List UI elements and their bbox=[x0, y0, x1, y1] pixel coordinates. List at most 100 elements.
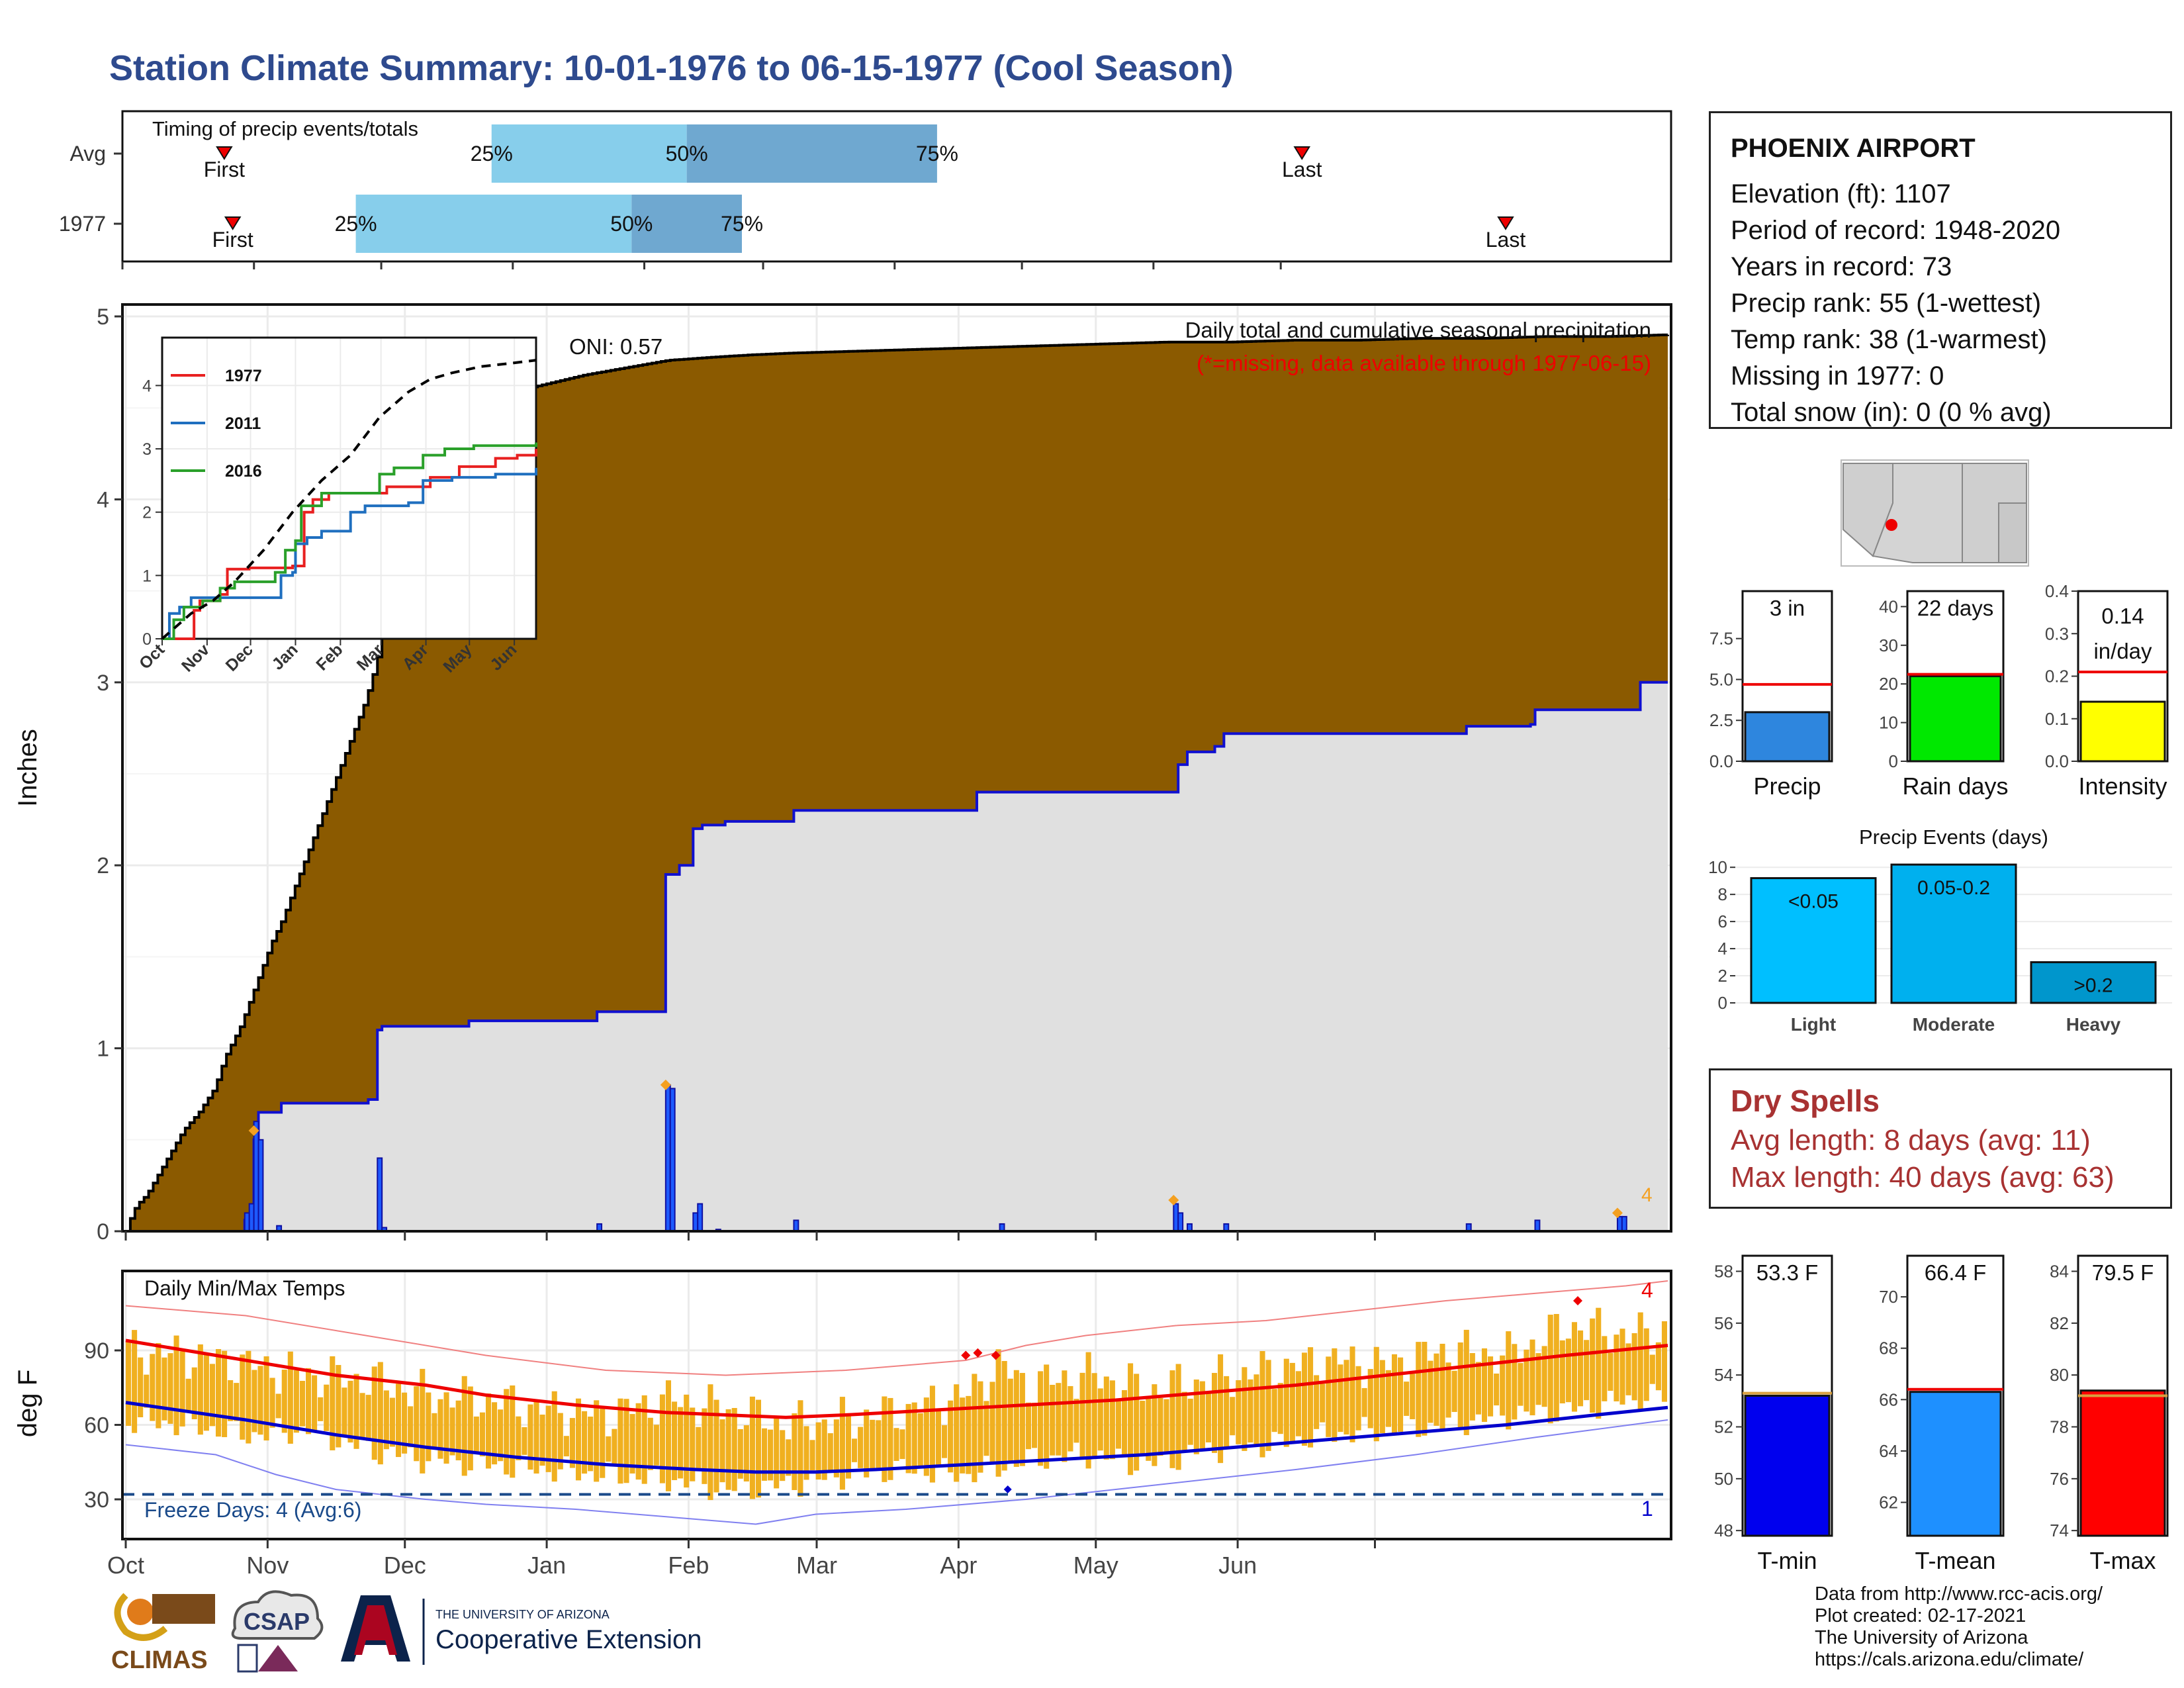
daily-temp-bar bbox=[641, 1395, 647, 1484]
precip-events-panel: 0 2 4 6 8 10 Precip Events (days) <0.05 Light 0.0… bbox=[1708, 825, 2172, 1035]
temp-y-axis-label: deg F bbox=[13, 1370, 42, 1437]
inset-series-line-2016 bbox=[162, 442, 537, 640]
daily-temp-bar bbox=[318, 1397, 324, 1421]
tmin-value-label: 53.3 F bbox=[1756, 1260, 1819, 1285]
daily-temp-bar bbox=[954, 1384, 960, 1482]
events-bar-label: 0.05-0.2 bbox=[1917, 877, 1990, 899]
daily-temp-bar bbox=[882, 1396, 887, 1482]
station-name: PHOENIX AIRPORT bbox=[1731, 134, 1976, 163]
record-cold-count: 1 bbox=[1641, 1497, 1653, 1521]
daily-temp-bar bbox=[731, 1408, 737, 1491]
daily-temp-bar bbox=[1019, 1373, 1025, 1466]
daily-temp-bar bbox=[1559, 1340, 1565, 1404]
daily-temp-bar bbox=[1535, 1353, 1541, 1405]
daily-temp-bar bbox=[269, 1378, 275, 1428]
daily-temp-bar bbox=[827, 1433, 833, 1471]
daily-temp-bar bbox=[492, 1402, 498, 1465]
daily-temp-bar bbox=[684, 1394, 690, 1488]
map-texas bbox=[1998, 502, 2027, 563]
daily-temp-bar bbox=[1457, 1342, 1463, 1429]
daily-temp-bar bbox=[353, 1374, 359, 1449]
avg-min-line bbox=[125, 1401, 1668, 1474]
credits: Data from http://www.rcc-acis.org/ Plot … bbox=[1815, 1583, 2103, 1671]
daily-temp-bar bbox=[725, 1409, 731, 1490]
timing-title: Timing of precip events/totals bbox=[152, 117, 418, 140]
daily-temp-bar bbox=[1175, 1364, 1181, 1470]
daily-temp-bar bbox=[1140, 1401, 1146, 1457]
daily-temp-bar bbox=[299, 1380, 305, 1427]
climas-logo-text: CLIMAS bbox=[111, 1646, 208, 1674]
intensity-y-tick-label: 0.1 bbox=[2045, 709, 2069, 729]
observed-cumulative-area bbox=[126, 682, 1668, 1231]
intensity-bar bbox=[2079, 700, 2166, 763]
daily-temp-bar bbox=[1044, 1364, 1050, 1469]
tmean-y-tick-label: 64 bbox=[1879, 1441, 1898, 1461]
record-min-line bbox=[125, 1419, 1668, 1525]
daily-precip-bar bbox=[692, 1212, 699, 1232]
daily-temp-bar bbox=[600, 1407, 606, 1478]
daily-precip-bar bbox=[697, 1203, 704, 1233]
precip_total-y-tick-label: 0.0 bbox=[1709, 751, 1733, 771]
daily-temp-bar bbox=[132, 1330, 138, 1433]
daily-temp-bar bbox=[1001, 1361, 1007, 1471]
daily-temp-bar bbox=[516, 1416, 522, 1460]
daily-temp-bar bbox=[1079, 1372, 1085, 1458]
main-y-tick-label: 0 bbox=[97, 1219, 109, 1244]
events-category-label: Heavy bbox=[2066, 1014, 2121, 1035]
timing-p75-label: 75% bbox=[916, 142, 958, 165]
daily-temp-bar bbox=[839, 1397, 845, 1490]
temp-y-tick-label: 90 bbox=[84, 1338, 109, 1364]
inset-y-tick-label: 1 bbox=[142, 567, 152, 585]
station-line: Total snow (in): 0 (0 % avg) bbox=[1731, 398, 2052, 427]
daily-temp-bar bbox=[1578, 1330, 1584, 1407]
daily-temp-bar bbox=[1428, 1360, 1433, 1423]
timing-first-label: First bbox=[204, 158, 245, 181]
daily-temp-bar bbox=[1643, 1328, 1649, 1401]
daily-temp-bar bbox=[312, 1375, 318, 1432]
daily-temp-bar bbox=[1565, 1338, 1571, 1403]
normal-cumulative-line bbox=[126, 333, 1669, 1233]
daily-precip-bar bbox=[669, 1088, 676, 1232]
daily-temp-bar bbox=[870, 1419, 876, 1470]
timing-first-marker bbox=[224, 216, 242, 230]
university-of-arizona-logo: THE UNIVERSITY OF ARIZONA Cooperative Ex… bbox=[341, 1595, 702, 1665]
daily-temp-bar bbox=[653, 1425, 659, 1466]
events-y-tick-label: 4 bbox=[1718, 939, 1727, 959]
daily-temp-bar bbox=[1625, 1343, 1631, 1395]
intensity-y-tick-label: 0.4 bbox=[2045, 581, 2069, 601]
record-hot-count: 4 bbox=[1641, 1278, 1653, 1302]
daily-temp-bar bbox=[1445, 1362, 1451, 1418]
daily-temp-bar bbox=[126, 1340, 132, 1426]
timing-p75-label: 75% bbox=[721, 212, 763, 236]
daily-temp-bar bbox=[432, 1413, 437, 1450]
daily-temp-bar bbox=[1085, 1352, 1091, 1469]
month-tick-label: Feb bbox=[668, 1552, 709, 1579]
events-y-tick-label: 2 bbox=[1718, 966, 1727, 986]
daily-temp-bar bbox=[1097, 1388, 1103, 1451]
daily-temp-bar bbox=[1025, 1402, 1031, 1450]
tmin-x-label: T-min bbox=[1758, 1547, 1817, 1574]
daily-temp-bar bbox=[858, 1427, 864, 1468]
credit-line: The University of Arizona bbox=[1815, 1627, 2028, 1648]
daily-temp-bar bbox=[150, 1354, 156, 1421]
daily-temp-bar bbox=[1115, 1401, 1121, 1449]
daily-temp-bar bbox=[1469, 1353, 1475, 1421]
intensity-y-tick-label: 0.0 bbox=[2045, 751, 2069, 771]
main-y-tick-label: 1 bbox=[97, 1037, 109, 1062]
daily-temp-bar bbox=[1518, 1363, 1524, 1406]
daily-temp-bar bbox=[887, 1397, 893, 1480]
daily-temp-bar bbox=[156, 1342, 161, 1429]
tmin-y-tick-label: 56 bbox=[1714, 1313, 1733, 1333]
daily-temp-bar bbox=[1062, 1370, 1068, 1462]
daily-temp-bar bbox=[1439, 1343, 1445, 1430]
daily-temp-bar bbox=[659, 1394, 665, 1483]
daily-temp-bar bbox=[815, 1422, 821, 1480]
daily-temp-bar bbox=[420, 1368, 426, 1474]
daily-temp-bar bbox=[960, 1397, 966, 1474]
daily-temp-bar bbox=[1541, 1346, 1547, 1407]
daily-temp-bar bbox=[1224, 1376, 1230, 1449]
month-tick-label: Oct bbox=[107, 1552, 144, 1579]
daily-temp-bar bbox=[209, 1364, 215, 1427]
month-tick-label: Jun bbox=[1218, 1552, 1257, 1579]
